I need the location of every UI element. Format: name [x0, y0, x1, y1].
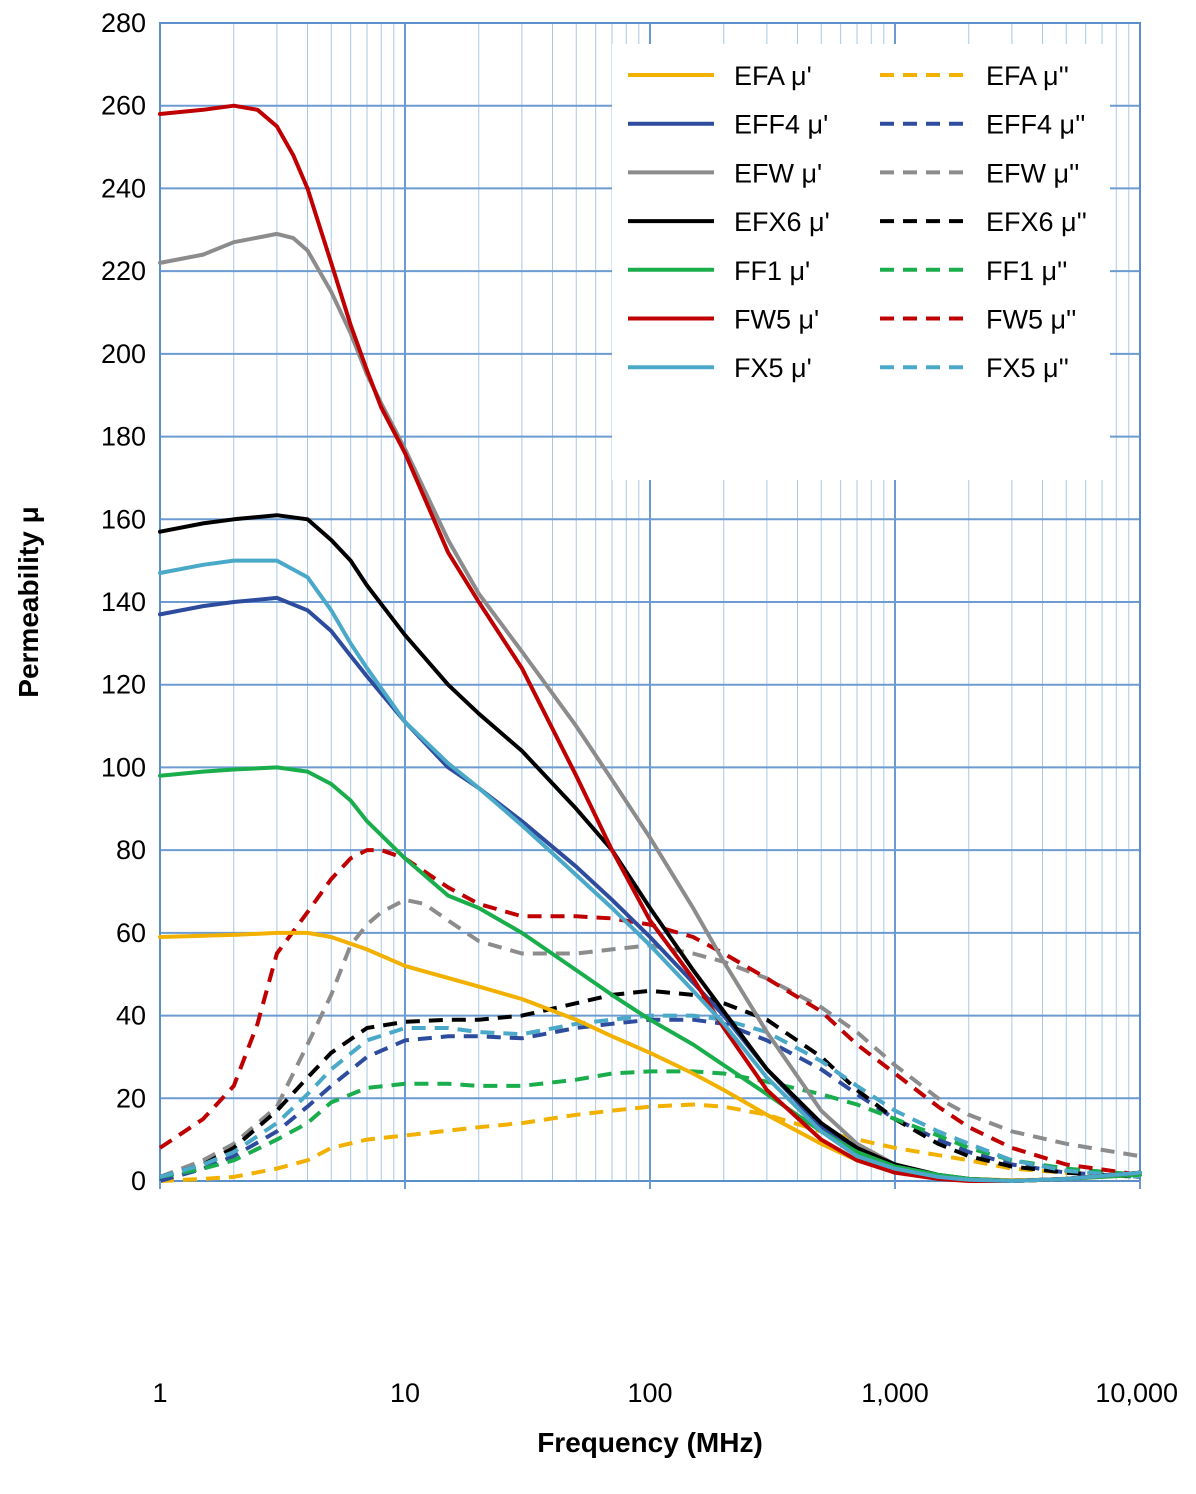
y-axis-ticks: 0 20 40 60 80 100 120 140 160 180 200 220 240 260 280 — [101, 8, 146, 1196]
legend-label: EFA μ'' — [986, 61, 1069, 91]
y-tick-label: 40 — [116, 1001, 146, 1031]
y-tick-label: 60 — [116, 918, 146, 948]
y-tick-label: 0 — [131, 1166, 146, 1196]
y-axis-title: Permeability μ — [13, 506, 44, 697]
legend-label: FW5 μ' — [734, 305, 819, 335]
y-tick-label: 20 — [116, 1083, 146, 1113]
legend-label: EFW μ'' — [986, 158, 1079, 188]
series-line-fw5-real — [158, 103, 1142, 1183]
y-tick-label: 180 — [101, 422, 146, 452]
series-line-ff1-imag — [159, 1069, 1141, 1179]
series-lines — [158, 103, 1142, 1183]
series-line-eff4-imag — [159, 1017, 1141, 1183]
legend-label: EFA μ' — [734, 61, 812, 91]
legend-label: FF1 μ' — [734, 256, 810, 286]
x-tick-label: 10,000 — [1095, 1378, 1178, 1408]
x-tick-label: 1 — [152, 1378, 167, 1408]
x-tick-label: 10 — [390, 1378, 420, 1408]
y-tick-label: 80 — [116, 835, 146, 865]
x-axis-title: Frequency (MHz) — [537, 1427, 763, 1458]
series-line-efw-imag — [159, 897, 1141, 1179]
legend-label: EFW μ' — [734, 158, 822, 188]
x-tick-label: 1,000 — [861, 1378, 929, 1408]
legend-label: FW5 μ'' — [986, 305, 1076, 335]
y-tick-label: 120 — [101, 670, 146, 700]
legend-label: FF1 μ'' — [986, 256, 1067, 286]
y-tick-label: 200 — [101, 339, 146, 369]
legend-box — [612, 44, 1110, 480]
series-line-ff1-real — [158, 765, 1142, 1183]
y-tick-label: 260 — [101, 91, 146, 121]
x-axis-ticks: 1 10 100 1,000 10,000 — [152, 1181, 1178, 1408]
y-tick-label: 240 — [101, 173, 146, 203]
legend: EFA μ' EFF4 μ' EFW μ' EFX6 μ' FF1 μ' FW5 μ' FX… — [612, 44, 1110, 480]
y-tick-label: 100 — [101, 752, 146, 782]
series-line-fx5-real — [158, 558, 1142, 1183]
legend-label: FX5 μ'' — [986, 353, 1069, 383]
legend-label: EFX6 μ'' — [986, 207, 1087, 237]
y-tick-label: 220 — [101, 256, 146, 286]
legend-label: EFF4 μ' — [734, 110, 828, 140]
y-tick-label: 160 — [101, 504, 146, 534]
y-tick-label: 280 — [101, 8, 146, 38]
y-tick-label: 140 — [101, 587, 146, 617]
series-line-efa-imag — [159, 1102, 1141, 1183]
series-line-fx5-imag — [159, 1013, 1141, 1179]
legend-label: FX5 μ' — [734, 353, 812, 383]
legend-label: EFX6 μ' — [734, 207, 830, 237]
legend-label: EFF4 μ'' — [986, 110, 1085, 140]
x-tick-label: 100 — [627, 1378, 672, 1408]
